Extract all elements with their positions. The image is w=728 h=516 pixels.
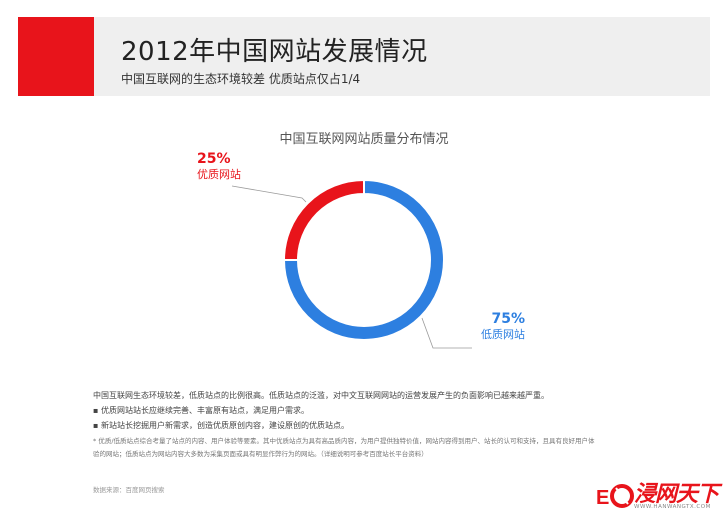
- slice-labels: 25%优质网站 75%低质网站: [197, 151, 525, 341]
- notes-bullet-2: ▪ 新站站长挖掘用户新需求，创造优质原创内容，建设原创的优质站点。: [93, 421, 349, 430]
- header-red-block: [18, 17, 94, 96]
- footnote: * 优质/低质站点综合考量了站点的内容、用户体验等要素。其中优质站点为具有高品质…: [93, 435, 653, 461]
- leader-line-1: [421, 317, 472, 349]
- slice-percent-label-1: 75%: [491, 311, 525, 327]
- slice-0: [282, 178, 365, 261]
- slice-1: [282, 178, 445, 341]
- page-title: 2012年中国网站发展情况: [121, 37, 428, 67]
- logo-mark-icon: E: [596, 484, 634, 509]
- notes-bullet-2-text: 新站站长挖掘用户新需求，创造优质原创内容，建设原创的优质站点。: [100, 421, 349, 430]
- notes-bullet-1: ▪ 优质网站站长应继续完善、丰富原有站点，满足用户需求。: [93, 406, 309, 415]
- page-subtitle: 中国互联网的生态环境较差 优质站点仅占1/4: [121, 72, 361, 86]
- notes-bullet-1-text: 优质网站站长应继续完善、丰富原有站点，满足用户需求。: [100, 406, 309, 415]
- slice-percent-label-0: 25%: [197, 151, 231, 167]
- chart-title: 中国互联网网站质量分布情况: [279, 132, 449, 147]
- brand-logo: E 浸网天下 WWW.HANWANGTX.COM: [594, 478, 724, 512]
- notes-intro: 中国互联网生态环境较差，低质站点的比例很高。低质站点的泛滥，对中文互联网网站的运…: [93, 391, 549, 400]
- footnote-line-2: 验的网站；低质站点为网站内容大多数为采集页面或具有明显作弊行为的网站。（详细说明…: [93, 450, 428, 458]
- logo-url: WWW.HANWANGTX.COM: [634, 504, 711, 510]
- slice-name-label-0: 优质网站: [197, 167, 241, 181]
- leader-line-0: [231, 185, 307, 203]
- donut-slices: [282, 178, 445, 341]
- analysis-notes: 中国互联网生态环境较差，低质站点的比例很高。低质站点的泛滥，对中文互联网网站的运…: [93, 388, 653, 461]
- data-source: 数据来源：百度网页搜索: [93, 486, 165, 494]
- donut-chart: 25%优质网站 75%低质网站: [197, 151, 525, 349]
- footnote-line-1: * 优质/低质站点综合考量了站点的内容、用户体验等要素。其中优质站点为具有高品质…: [93, 437, 595, 445]
- logo-text: 浸网天下: [634, 482, 719, 507]
- leader-lines: [231, 185, 472, 349]
- header-band: [94, 17, 710, 96]
- slice-name-label-1: 低质网站: [481, 327, 525, 341]
- svg-text:E: E: [596, 487, 609, 509]
